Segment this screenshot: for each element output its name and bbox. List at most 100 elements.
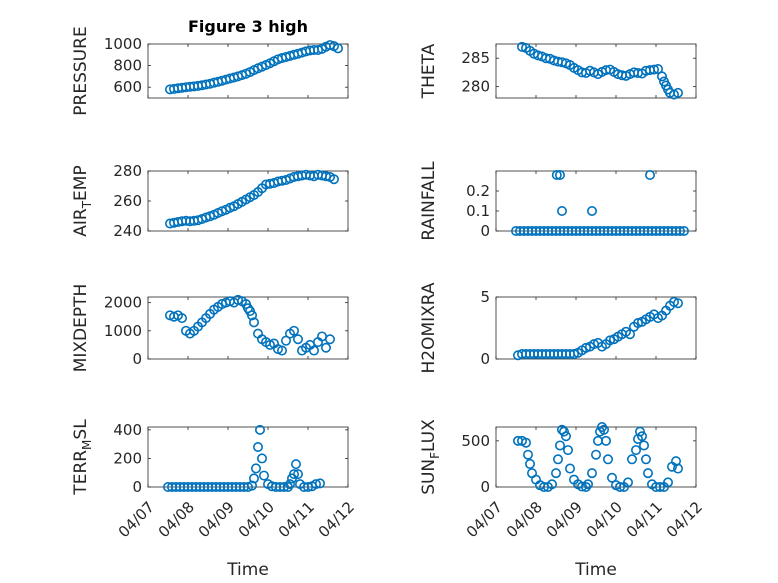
data-point: [606, 472, 617, 483]
data-point: [550, 468, 561, 479]
data-point: [278, 481, 289, 492]
subplot-4: 0 0.1 0.2 RAINFALL: [419, 161, 697, 241]
data-point: [672, 463, 683, 474]
data-point: [314, 478, 325, 489]
x-tick-label: 04/12: [315, 498, 358, 541]
data-point: [554, 440, 565, 451]
data-point: [614, 481, 625, 492]
data-point: [600, 435, 611, 446]
data-point: [249, 473, 260, 484]
data-point: [586, 206, 597, 217]
data-point: [310, 479, 321, 490]
data-point: [586, 468, 597, 479]
data-point: [552, 454, 563, 465]
data-point: [672, 298, 683, 309]
data-point: [253, 441, 264, 452]
y-axis-label: TERRMSL: [71, 419, 94, 496]
subplot-5: 0 1000 2000 MIXDEPTH: [71, 284, 349, 373]
data-point: [656, 71, 667, 82]
subplot-3: 240 260 280 AIRTEMP: [71, 162, 349, 240]
y-tick-label: 5: [480, 288, 490, 306]
subplot-6: 0 5 H2OMIXRA: [419, 282, 697, 374]
data-point: [672, 87, 683, 98]
y-tick-label: 0.1: [466, 202, 490, 220]
y-axis-label: MIXDEPTH: [71, 284, 91, 373]
data-point: [284, 479, 295, 490]
x-axis-label: Time: [574, 560, 617, 580]
data-point: [288, 325, 299, 336]
y-axis-label: H2OMIXRA: [419, 282, 439, 373]
x-tick-label: 04/07: [115, 498, 158, 541]
data-point: [598, 424, 609, 435]
data-point: [590, 449, 601, 460]
data-point: [640, 454, 651, 465]
x-tick-label: 04/09: [543, 498, 586, 541]
y-tick-label: 200: [113, 449, 142, 467]
x-tick-label: 04/11: [623, 498, 666, 541]
x-tick-label: 04/07: [463, 498, 506, 541]
y-tick-label: 0: [132, 350, 142, 368]
y-tick-label: 800: [113, 57, 142, 75]
x-tick-label: 04/09: [195, 498, 238, 541]
data-point: [576, 481, 587, 492]
data-point: [674, 226, 685, 237]
y-tick-label: 500: [461, 432, 490, 450]
data-point: [249, 317, 260, 328]
y-tick-label: 400: [113, 421, 142, 439]
data-point: [320, 342, 331, 353]
y-axis-label: AIRTEMP: [71, 165, 94, 236]
y-axis-label: RAINFALL: [419, 161, 439, 241]
data-point: [524, 458, 535, 469]
data-point: [654, 481, 665, 492]
x-tick-label: 04/08: [155, 498, 198, 541]
data-point: [251, 463, 262, 474]
data-point: [292, 469, 303, 480]
data-point: [290, 459, 301, 470]
data-point: [580, 481, 591, 492]
data-point: [324, 334, 335, 345]
data-point: [516, 41, 527, 52]
data-point: [556, 206, 567, 217]
data-point: [642, 468, 653, 479]
y-tick-label: 240: [113, 222, 142, 240]
data-point: [644, 170, 655, 181]
data-point: [276, 345, 287, 356]
y-axis-label: THETA: [419, 43, 439, 99]
y-tick-label: 0: [480, 350, 490, 368]
data-point: [332, 43, 343, 54]
y-tick-label: 0.2: [466, 182, 490, 200]
data-point: [288, 469, 299, 480]
x-axis-label: Time: [226, 560, 269, 580]
subplot-2: 280 285 THETA: [419, 41, 697, 100]
y-tick-label: 0: [132, 478, 142, 496]
data-point: [256, 453, 267, 464]
data-point: [564, 463, 575, 474]
y-tick-label: 1000: [104, 322, 142, 340]
data-point: [562, 445, 573, 456]
data-point: [626, 454, 637, 465]
data-point: [522, 449, 533, 460]
x-tick-label: 04/11: [275, 498, 318, 541]
data-point: [596, 421, 607, 432]
data-point: [560, 431, 571, 442]
data-point: [558, 426, 569, 437]
data-point: [177, 313, 188, 324]
data-point: [630, 445, 641, 456]
y-tick-label: 0: [480, 222, 490, 240]
data-point: [551, 170, 562, 181]
axes-frame: [495, 170, 697, 232]
y-tick-label: 2000: [104, 294, 142, 312]
x-tick-label: 04/10: [235, 498, 278, 541]
data-point: [622, 477, 633, 488]
y-tick-label: 600: [113, 78, 142, 96]
y-tick-label: 285: [461, 49, 490, 67]
y-tick-label: 280: [461, 78, 490, 96]
data-point: [602, 454, 613, 465]
y-tick-label: 1000: [104, 35, 142, 53]
data-point: [678, 226, 689, 237]
data-point: [308, 345, 319, 356]
subplot-1: 600 800 1000 PRESSURE Figure 3 high: [71, 17, 349, 116]
x-tick-label: 04/12: [663, 498, 706, 541]
